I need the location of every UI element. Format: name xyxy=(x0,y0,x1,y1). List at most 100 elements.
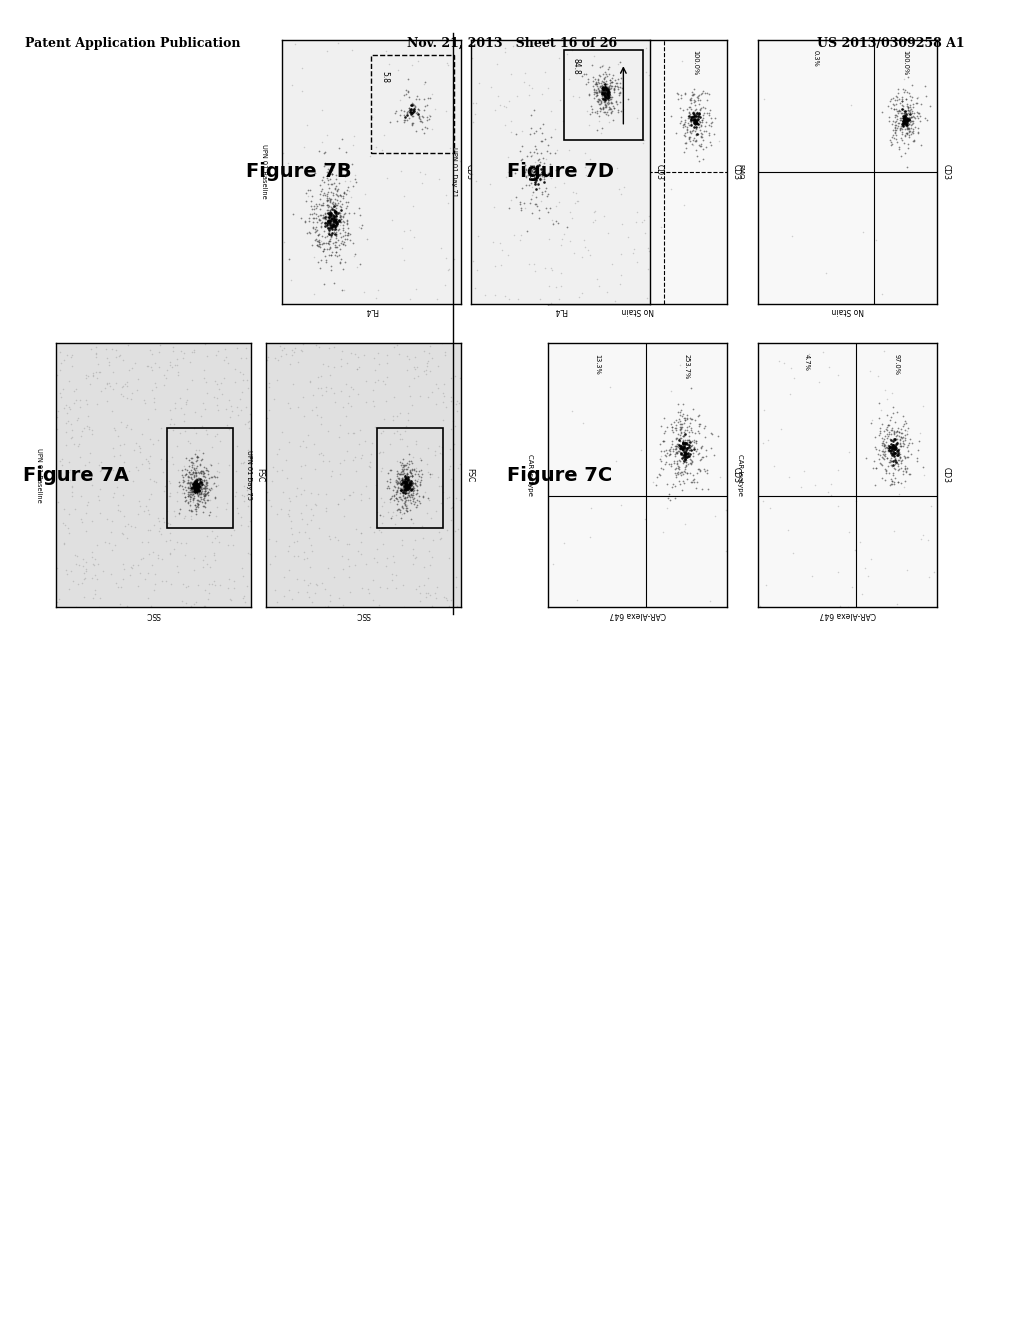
Point xyxy=(228,461,245,482)
Point xyxy=(162,544,178,565)
Point xyxy=(907,92,924,114)
Point xyxy=(327,219,343,240)
Point xyxy=(314,166,331,187)
Point xyxy=(325,214,341,235)
Point xyxy=(370,502,386,523)
Point xyxy=(602,96,618,117)
Point xyxy=(410,102,426,123)
Point xyxy=(691,150,708,172)
Point xyxy=(687,99,703,120)
Point xyxy=(883,418,899,440)
Point xyxy=(817,263,834,284)
Point xyxy=(702,131,719,152)
Point xyxy=(165,418,181,440)
Point xyxy=(398,459,415,480)
Point xyxy=(657,453,674,474)
Point xyxy=(388,480,404,502)
Point xyxy=(553,234,569,255)
Point xyxy=(169,556,185,577)
Point xyxy=(522,141,539,162)
Point xyxy=(318,194,335,215)
Point xyxy=(672,430,688,451)
Point xyxy=(332,206,348,227)
Point xyxy=(398,475,415,496)
Point xyxy=(487,284,504,305)
Point xyxy=(204,467,220,488)
Point xyxy=(104,486,121,507)
Point xyxy=(684,440,700,461)
Point xyxy=(395,487,412,508)
Point xyxy=(674,479,690,500)
Point xyxy=(858,447,874,469)
Point xyxy=(304,540,321,561)
Point xyxy=(188,473,205,494)
Point xyxy=(547,119,563,140)
Point xyxy=(290,351,306,372)
Point xyxy=(314,385,331,407)
Point xyxy=(884,437,900,458)
Point xyxy=(386,552,402,573)
Point xyxy=(686,110,702,131)
Point xyxy=(84,511,100,532)
Point xyxy=(886,127,902,148)
Point xyxy=(899,111,915,132)
Point xyxy=(319,124,336,145)
Point xyxy=(512,191,528,213)
Point xyxy=(309,234,326,255)
Point xyxy=(325,191,341,213)
Point xyxy=(693,478,710,499)
Point xyxy=(904,111,921,132)
Point xyxy=(888,94,904,115)
Point xyxy=(605,77,622,98)
Point xyxy=(323,227,339,248)
Point xyxy=(698,137,715,158)
Point xyxy=(234,566,251,587)
Point xyxy=(304,207,321,228)
Point xyxy=(306,202,323,223)
Point xyxy=(300,574,316,595)
Point xyxy=(56,466,73,487)
Point xyxy=(349,359,366,380)
Point xyxy=(402,508,419,529)
Point xyxy=(181,462,198,483)
Point xyxy=(401,469,418,490)
Point xyxy=(196,462,212,483)
Point xyxy=(190,477,207,498)
Point xyxy=(313,364,330,385)
Point xyxy=(391,473,408,494)
Point xyxy=(601,84,617,106)
Point xyxy=(399,478,416,499)
Point xyxy=(902,111,919,132)
Point xyxy=(312,198,329,219)
Point xyxy=(680,112,696,133)
Point xyxy=(689,114,706,135)
Point xyxy=(399,471,416,492)
Point xyxy=(123,388,139,409)
Point xyxy=(171,502,187,523)
Point xyxy=(282,352,298,374)
Point xyxy=(189,474,206,495)
Point xyxy=(682,129,698,150)
Point xyxy=(98,374,115,395)
Point xyxy=(529,160,546,181)
Point xyxy=(434,391,451,412)
Point xyxy=(669,450,685,471)
Point xyxy=(304,591,321,612)
Point xyxy=(700,103,717,124)
Point xyxy=(671,429,687,450)
Point xyxy=(888,434,904,455)
Point xyxy=(185,474,202,495)
Point xyxy=(911,422,928,444)
Point xyxy=(698,90,715,111)
Point xyxy=(896,102,912,123)
Point xyxy=(327,210,343,231)
Point xyxy=(482,174,499,195)
Point xyxy=(203,454,219,475)
Point xyxy=(296,479,312,500)
Point xyxy=(164,341,180,362)
Point xyxy=(403,466,420,487)
Point xyxy=(197,478,213,499)
Point xyxy=(189,478,206,499)
Point xyxy=(318,183,335,205)
Point xyxy=(409,483,425,504)
